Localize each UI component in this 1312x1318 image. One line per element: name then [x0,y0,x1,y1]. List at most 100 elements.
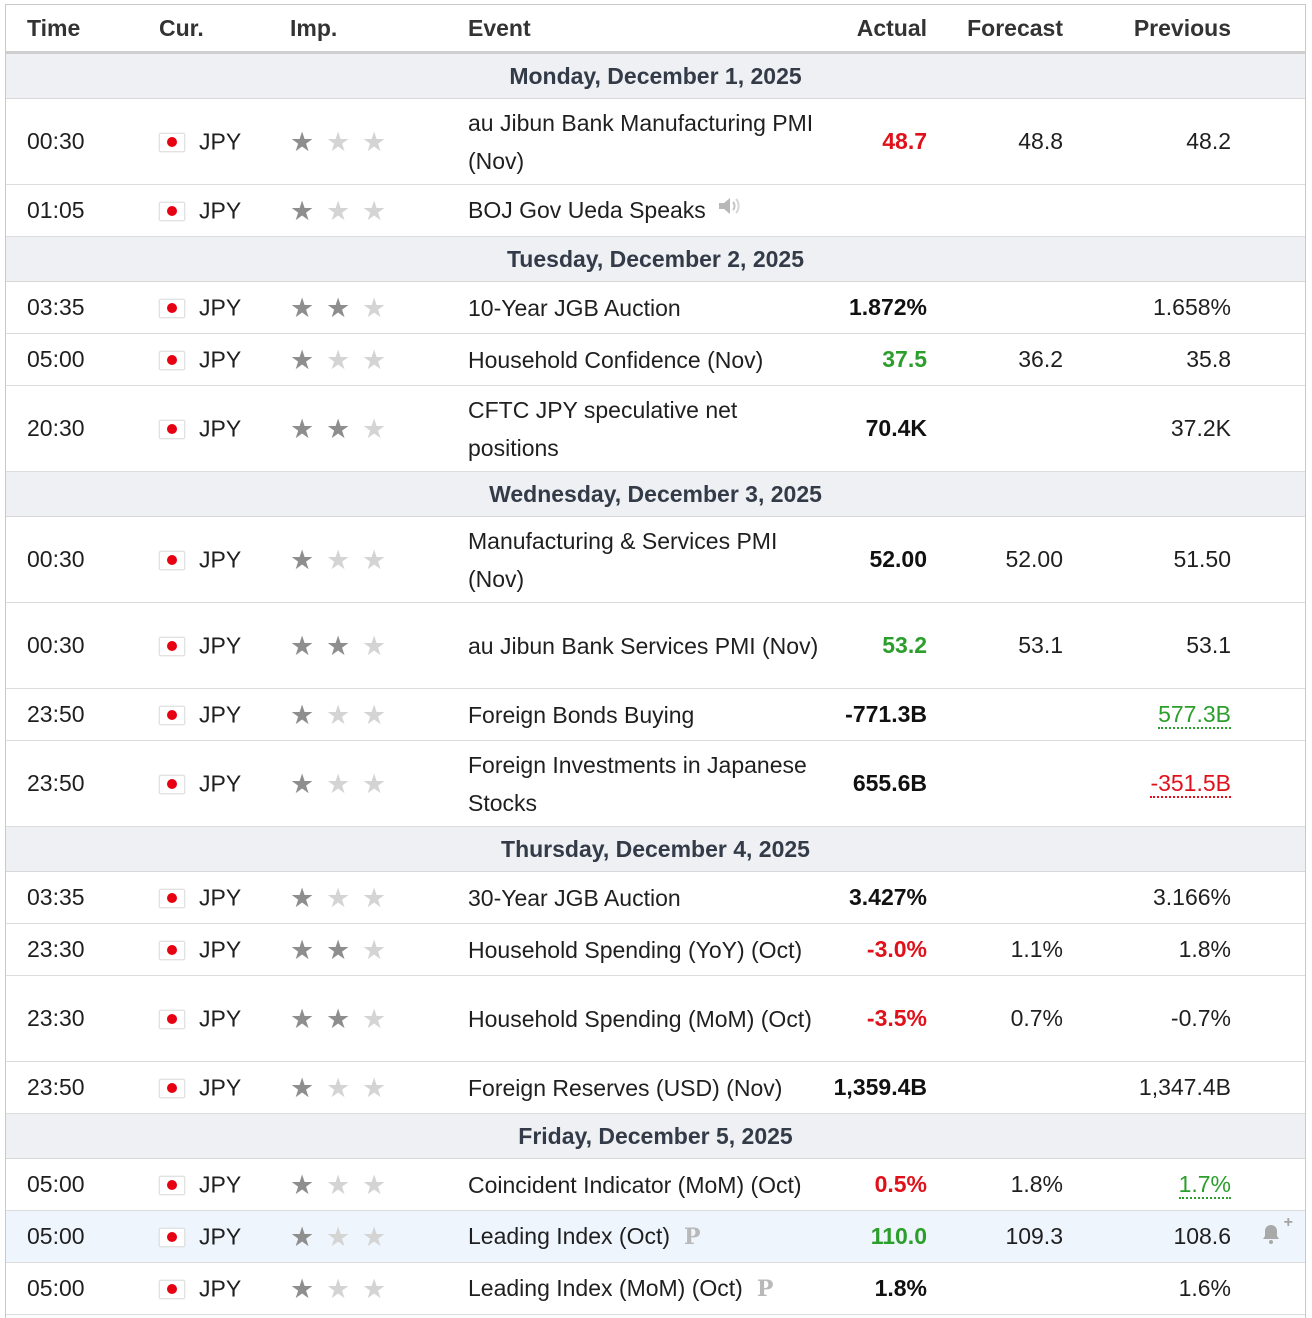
event-row[interactable]: 23:50 JPY ★ ★ ★ Foreign Bonds Buying -771.3B 57… [6,688,1305,741]
header-previous[interactable]: Previous [1069,5,1237,54]
event-name-cell[interactable]: au Jibun Bank Manufacturing PMI (Nov) [468,98,832,185]
star-empty-icon: ★ [362,1003,387,1034]
add-alert-bell-icon[interactable]: + [1259,1214,1293,1252]
event-name-cell[interactable]: Coincident Indicator (MoM) (Oct) [468,1158,832,1211]
event-forecast [933,1061,1069,1114]
header-event[interactable]: Event [468,5,832,54]
star-filled-icon: ★ [290,630,315,661]
header-importance[interactable]: Imp. [290,5,468,54]
event-forecast: 0.7% [933,975,1069,1062]
event-name[interactable]: CFTC JPY speculative net positions [468,396,738,461]
event-previous: 53.1 [1069,602,1237,689]
event-name[interactable]: Foreign Investments in Japanese Stocks [468,751,807,816]
event-time: 01:05 [6,184,159,237]
event-name-cell[interactable]: Leading Index (MoM) (Oct) P [468,1262,832,1315]
currency-code: JPY [199,128,242,155]
star-filled-icon: ★ [290,699,315,730]
event-alert-cell[interactable]: + [1237,1210,1305,1263]
event-actual: 110.0 [832,1210,933,1263]
event-row[interactable]: 23:30 JPY ★ ★ ★ Household Spending (MoM) (Oct… [6,975,1305,1062]
event-time: 03:35 [6,281,159,334]
event-name-cell[interactable]: CFTC JPY speculative net positions [468,385,832,472]
event-name[interactable]: 30-Year JGB Auction [468,884,681,911]
event-name[interactable]: Leading Index (Oct) [468,1222,671,1249]
currency-code: JPY [199,936,242,963]
event-name[interactable]: Coincident Indicator (MoM) (Oct) [468,1171,802,1198]
event-previous: 51.50 [1069,516,1237,603]
event-row[interactable]: 23:50 JPY ★ ★ ★ Foreign Investments in Japane… [6,740,1305,827]
star-filled-icon: ★ [290,1273,315,1304]
event-name[interactable]: Household Spending (YoY) (Oct) [468,936,803,963]
event-name-cell[interactable]: Leading Index (Oct) P [468,1210,832,1263]
event-name-cell[interactable]: 30-Year JGB Auction [468,871,832,924]
event-row[interactable]: 23:30 JPY ★ ★ ★ Household Spending (YoY) (Oct… [6,923,1305,976]
event-row[interactable]: 00:30 JPY ★ ★ ★ au Jibun Bank Services PMI (N… [6,602,1305,689]
event-forecast [933,871,1069,924]
importance-rating: ★ ★ ★ [290,281,468,334]
currency-code: JPY [199,1005,242,1032]
event-row[interactable]: 05:00 JPY ★ ★ ★ Leading Index (MoM) (Oct) P 1.8… [6,1262,1305,1315]
event-time: 23:50 [6,740,159,827]
event-name-cell[interactable]: 10-Year JGB Auction [468,281,832,334]
star-empty-icon: ★ [362,195,387,226]
event-row[interactable]: 01:05 JPY ★ ★ ★ BOJ Gov Ueda Speaks [6,184,1305,237]
event-actual: 37.5 [832,333,933,386]
event-name[interactable]: Household Spending (MoM) (Oct) [468,1005,812,1032]
event-row[interactable]: 03:35 JPY ★ ★ ★ 10-Year JGB Auction 1.872% 1.65… [6,281,1305,334]
event-name[interactable]: Leading Index (MoM) (Oct) [468,1274,743,1301]
preliminary-icon: P [684,1224,701,1251]
event-actual: 1.8% [832,1262,933,1315]
previous-revised-value[interactable]: 577.3B [1158,701,1231,729]
event-row[interactable]: 23:50 JPY ★ ★ ★ Foreign Reserves (USD) (Nov) 1… [6,1061,1305,1114]
event-currency: JPY [159,688,290,741]
event-name-cell[interactable]: Household Spending (YoY) (Oct) [468,923,832,976]
event-row[interactable]: 03:35 JPY ★ ★ ★ 30-Year JGB Auction 3.427% 3.16… [6,871,1305,924]
event-row[interactable]: 00:30 JPY ★ ★ ★ Manufacturing & Services PMI … [6,516,1305,603]
event-forecast: 48.8 [933,98,1069,185]
event-name[interactable]: Household Confidence (Nov) [468,346,764,373]
header-actual[interactable]: Actual [832,5,933,54]
event-name[interactable]: BOJ Gov Ueda Speaks [468,196,706,223]
event-row[interactable]: 05:00 JPY ★ ★ ★ Coincident Indicator (MoM) (O… [6,1158,1305,1211]
event-name[interactable]: Manufacturing & Services PMI (Nov) [468,527,778,592]
header-forecast[interactable]: Forecast [933,5,1069,54]
event-row[interactable]: 20:30 JPY ★ ★ ★ CFTC JPY speculative net posi… [6,385,1305,472]
currency-code: JPY [199,1223,242,1250]
event-time: 00:30 [6,602,159,689]
event-row[interactable]: 05:00 JPY ★ ★ ★ Leading Index (Oct) P 110.0 109.… [6,1210,1305,1263]
event-name[interactable]: au Jibun Bank Services PMI (Nov) [468,632,819,659]
star-empty-icon: ★ [362,699,387,730]
event-currency: JPY [159,923,290,976]
event-name-cell[interactable]: BOJ Gov Ueda Speaks [468,184,832,237]
previous-revised-value[interactable]: -351.5B [1150,770,1231,798]
previous-revised-value[interactable]: 1.7% [1178,1171,1231,1199]
event-name-cell[interactable]: Household Confidence (Nov) [468,333,832,386]
event-name[interactable]: Foreign Bonds Buying [468,701,695,728]
event-actual: 655.6B [832,740,933,827]
event-forecast: 36.2 [933,333,1069,386]
event-name-cell[interactable]: Foreign Bonds Buying [468,688,832,741]
event-name-cell[interactable]: au Jibun Bank Services PMI (Nov) [468,602,832,689]
japan-flag-icon [159,636,185,656]
previous-value: 53.1 [1186,632,1231,658]
event-row[interactable]: 00:30 JPY ★ ★ ★ au Jibun Bank Manufacturing P… [6,98,1305,185]
event-name-cell[interactable]: Foreign Investments in Japanese Stocks [468,740,832,827]
header-time[interactable]: Time [6,5,159,54]
event-actual: 48.7 [832,98,933,185]
event-alert-cell [1237,281,1305,334]
star-empty-icon: ★ [326,344,351,375]
event-name-cell[interactable]: Foreign Reserves (USD) (Nov) [468,1061,832,1114]
event-name[interactable]: au Jibun Bank Manufacturing PMI (Nov) [468,109,814,174]
event-name-cell[interactable]: Manufacturing & Services PMI (Nov) [468,516,832,603]
importance-rating: ★ ★ ★ [290,688,468,741]
event-row[interactable]: 05:00 JPY ★ ★ ★ Household Confidence (Nov) 37.… [6,333,1305,386]
event-name-cell[interactable]: Household Spending (MoM) (Oct) [468,975,832,1062]
event-name[interactable]: Foreign Reserves (USD) (Nov) [468,1074,783,1101]
star-filled-icon: ★ [290,344,315,375]
header-currency[interactable]: Cur. [159,5,290,54]
japan-flag-icon [159,1175,185,1195]
event-forecast [933,1262,1069,1315]
actual-value: 0.5% [874,1171,927,1197]
event-alert-cell [1237,688,1305,741]
event-name[interactable]: 10-Year JGB Auction [468,294,681,321]
